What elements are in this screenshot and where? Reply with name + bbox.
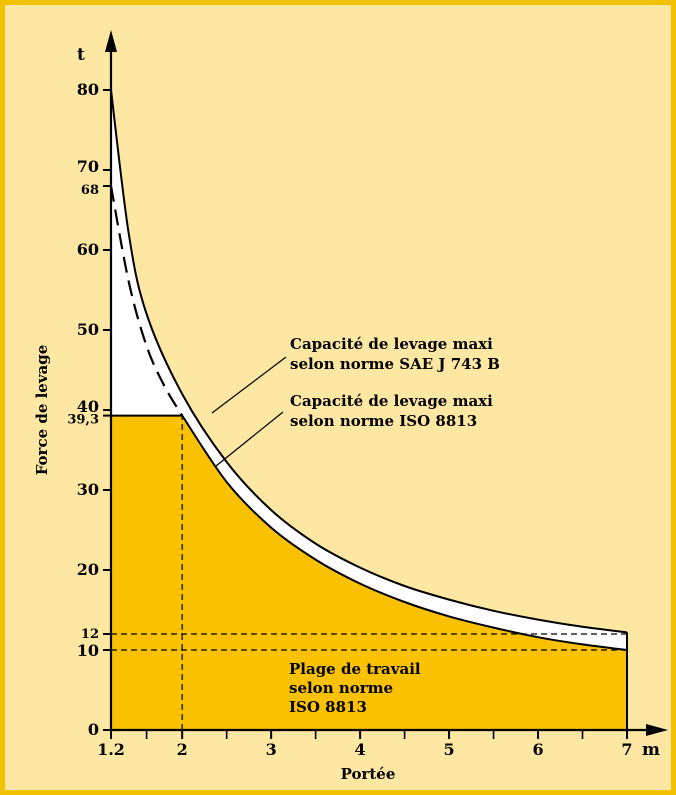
y-tick-label-70: 70	[77, 157, 99, 176]
y-tick-label-20: 20	[77, 560, 99, 579]
y-tick-label-68: 68	[81, 183, 99, 198]
annotation-sae-line-2: selon norme SAE J 743 B	[290, 355, 500, 373]
annotation-working-range-line-3: ISO 8813	[289, 698, 367, 716]
annotation-iso-line-2: selon norme ISO 8813	[290, 412, 477, 430]
y-tick-label-50: 50	[77, 320, 99, 339]
x-tick-label-4: 4	[355, 740, 366, 759]
x-tick-label-7: 7	[621, 740, 632, 759]
curve-iso	[111, 414, 628, 651]
x-axis-title: Portée	[341, 765, 396, 783]
x-tick-label-6: 6	[532, 740, 543, 759]
y-tick-label-60: 60	[77, 240, 99, 259]
curve-iso-extension-dashed	[109, 185, 184, 417]
y-tick-label-0: 0	[88, 720, 99, 739]
x-axis-arrow	[646, 724, 668, 736]
leader-line-iso	[215, 411, 284, 467]
x-tick-label-2: 2	[177, 740, 188, 759]
y-unit-label: t	[77, 45, 85, 65]
y-axis-title: Force de levage	[33, 345, 51, 476]
y-tick-label-39.3: 39,3	[67, 413, 99, 428]
working-area-iso	[111, 415, 627, 730]
x-unit-label: m	[642, 740, 660, 760]
y-tick-label-80: 80	[77, 80, 99, 99]
annotation-sae: Capacité de levage maxi selon norme SAE J…	[290, 335, 500, 373]
y-axis-arrow	[105, 30, 117, 52]
x-tick-label-1.2: 1.2	[97, 740, 125, 759]
y-tick-label-10: 10	[77, 641, 99, 660]
leader-line-sae	[211, 356, 287, 414]
y-tick-label-30: 30	[77, 480, 99, 499]
y-tick-label-12: 12	[81, 627, 99, 642]
annotation-working-range: Plage de travail selon norme ISO 8813	[289, 660, 421, 716]
annotation-working-range-line-1: Plage de travail	[289, 660, 421, 678]
x-tick-label-5: 5	[443, 740, 454, 759]
annotation-iso-line-1: Capacité de levage maxi	[290, 392, 493, 410]
annotation-iso: Capacité de levage maxi selon norme ISO 8…	[290, 392, 493, 430]
annotation-sae-line-1: Capacité de levage maxi	[290, 335, 493, 353]
curve-sae	[110, 89, 628, 634]
x-tick-label-3: 3	[266, 740, 277, 759]
y-tick-label-40: 40	[77, 397, 99, 416]
annotation-working-range-line-2: selon norme	[289, 679, 393, 697]
